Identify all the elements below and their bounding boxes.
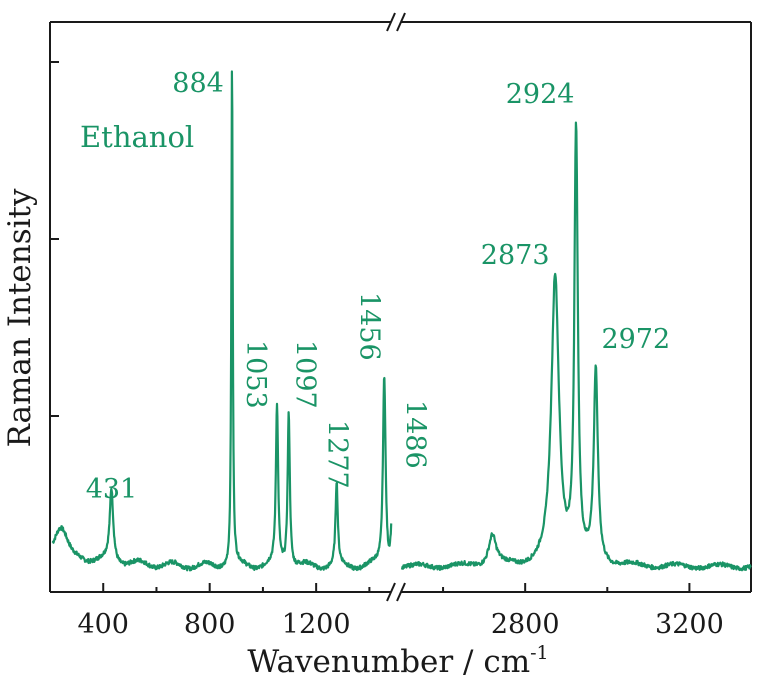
x-axis-ticks: 400 800 1200 2800 3200 — [77, 583, 724, 640]
spectrum-curves — [51, 70, 752, 572]
peak-label-2924: 2924 — [506, 79, 575, 110]
break-mark-top-0 — [386, 12, 396, 32]
x-tick-label-1200: 1200 — [282, 609, 351, 640]
axis-break-marks — [386, 12, 406, 602]
peak-label-1456: 1456 — [353, 292, 384, 361]
x-tick-label-3200: 3200 — [655, 609, 724, 640]
spectrum-line-segment-2 — [400, 121, 752, 572]
x-tick-label-400: 400 — [77, 609, 129, 640]
peak-label-1053: 1053 — [240, 340, 271, 409]
peak-label-2972: 2972 — [601, 324, 670, 355]
x-axis-title-main: Wavenumber / cm — [247, 644, 530, 680]
peak-label-884: 884 — [172, 68, 224, 99]
peak-label-2873: 2873 — [481, 240, 550, 271]
break-mark-top-1 — [396, 12, 406, 32]
y-axis-title: Raman Intensity — [2, 188, 38, 447]
peak-label-1097: 1097 — [290, 340, 321, 409]
x-tick-label-2800: 2800 — [491, 609, 560, 640]
spectrum-line-segment-1 — [51, 70, 393, 572]
x-tick-label-800: 800 — [184, 609, 236, 640]
x-axis-title-superscript: -1 — [530, 642, 549, 664]
peak-label-1277: 1277 — [322, 420, 353, 489]
peak-label-1486: 1486 — [399, 400, 430, 469]
series-label-ethanol: Ethanol — [80, 120, 194, 154]
y-axis-ticks — [50, 61, 59, 417]
break-mark-bottom-0 — [386, 582, 396, 602]
break-mark-bottom-1 — [396, 582, 406, 602]
peak-label-431: 431 — [86, 474, 138, 505]
plot-frame — [49, 21, 752, 593]
x-axis-title: Wavenumber / cm-1 — [247, 642, 548, 680]
